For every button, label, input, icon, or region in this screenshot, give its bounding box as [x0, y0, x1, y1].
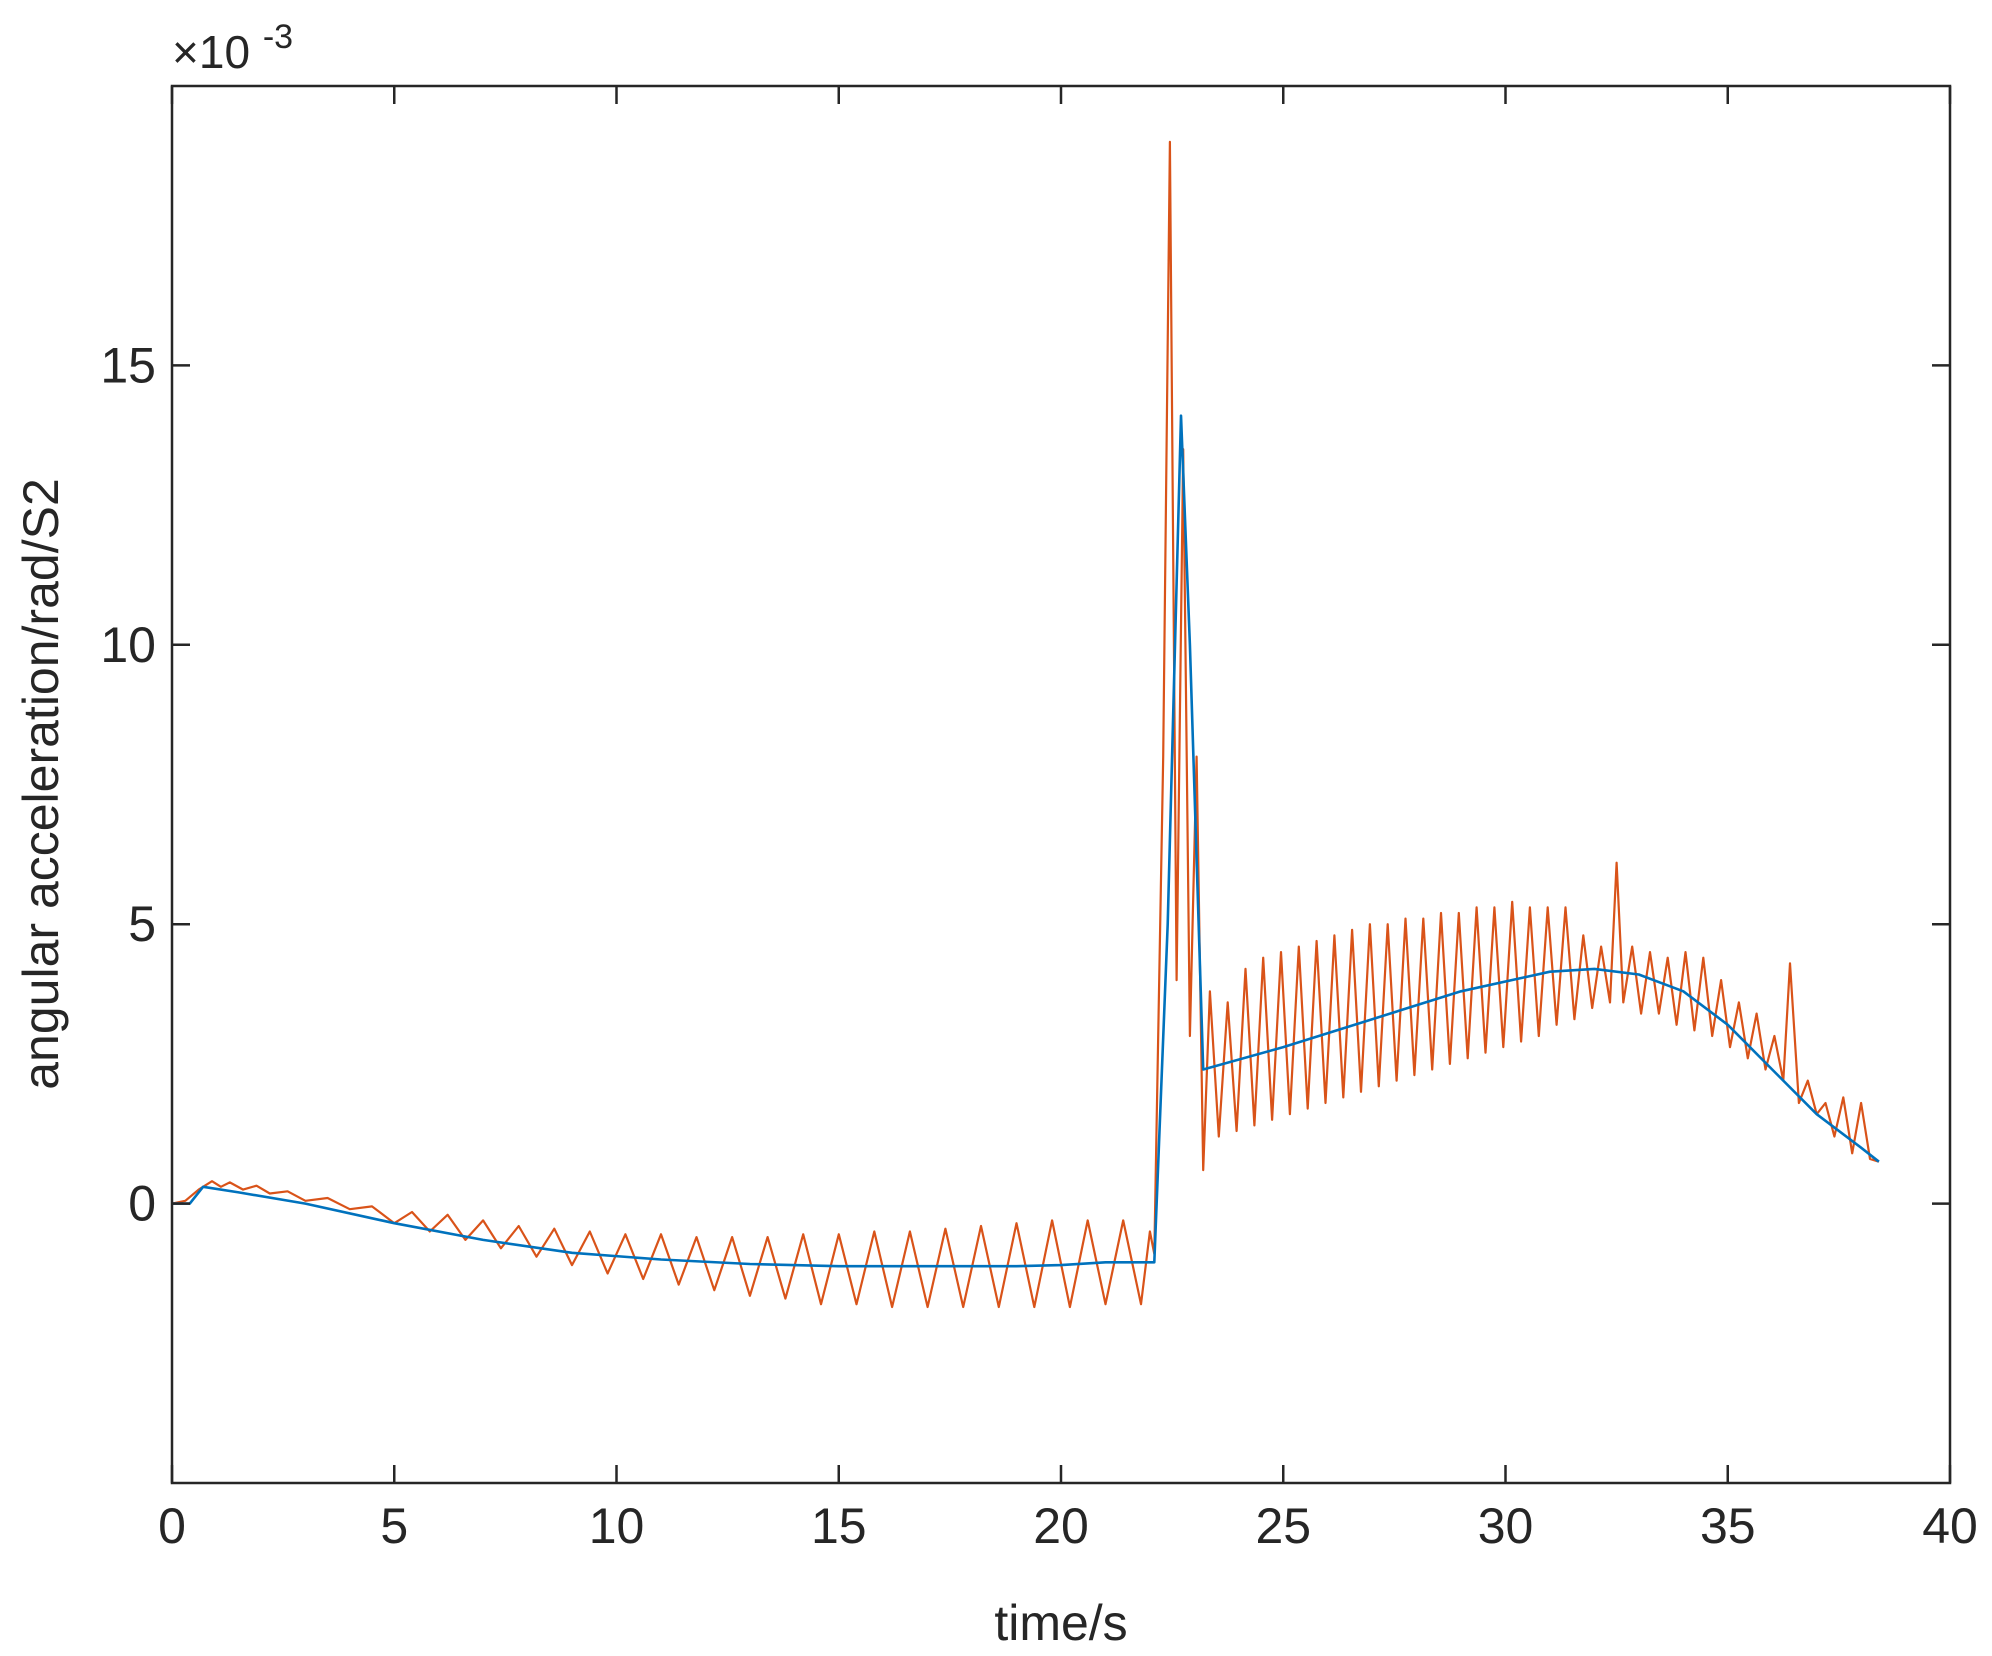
series-line-1	[172, 414, 1880, 1268]
y-tick-label: 5	[128, 896, 156, 952]
x-tick-label: 20	[1033, 1498, 1089, 1554]
x-tick-labels: 0 5 10 15 20 25 30 35 40	[158, 1498, 1978, 1554]
y-tick-labels: 0 5 10 15	[100, 337, 156, 1231]
x-axis-label: time/s	[994, 1595, 1127, 1651]
y-axis-label: angular acceleration/rad/S2	[13, 478, 69, 1090]
x-tick-label: 30	[1478, 1498, 1534, 1554]
x-tick-label: 5	[380, 1498, 408, 1554]
x-tick-label: 25	[1255, 1498, 1311, 1554]
x-tick-label: 15	[811, 1498, 867, 1554]
ticks-layer	[170, 86, 1952, 1483]
series-layer	[172, 140, 1880, 1309]
y-exponent-power: -3	[263, 18, 293, 56]
x-tick-label: 35	[1700, 1498, 1756, 1554]
plot-area	[172, 86, 1950, 1483]
y-tick-label: 0	[128, 1176, 156, 1232]
x-tick-label: 0	[158, 1498, 186, 1554]
y-exponent-label: ×10 -3	[172, 18, 293, 78]
x-tick-label: 40	[1922, 1498, 1978, 1554]
y-exponent-base: ×10	[172, 26, 250, 78]
x-tick-label: 10	[589, 1498, 645, 1554]
y-tick-label: 15	[100, 337, 156, 393]
y-tick-label: 10	[100, 617, 156, 673]
